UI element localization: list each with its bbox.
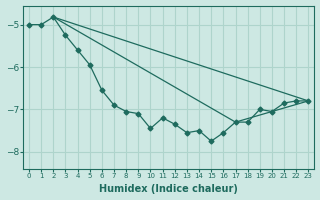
X-axis label: Humidex (Indice chaleur): Humidex (Indice chaleur): [99, 184, 238, 194]
